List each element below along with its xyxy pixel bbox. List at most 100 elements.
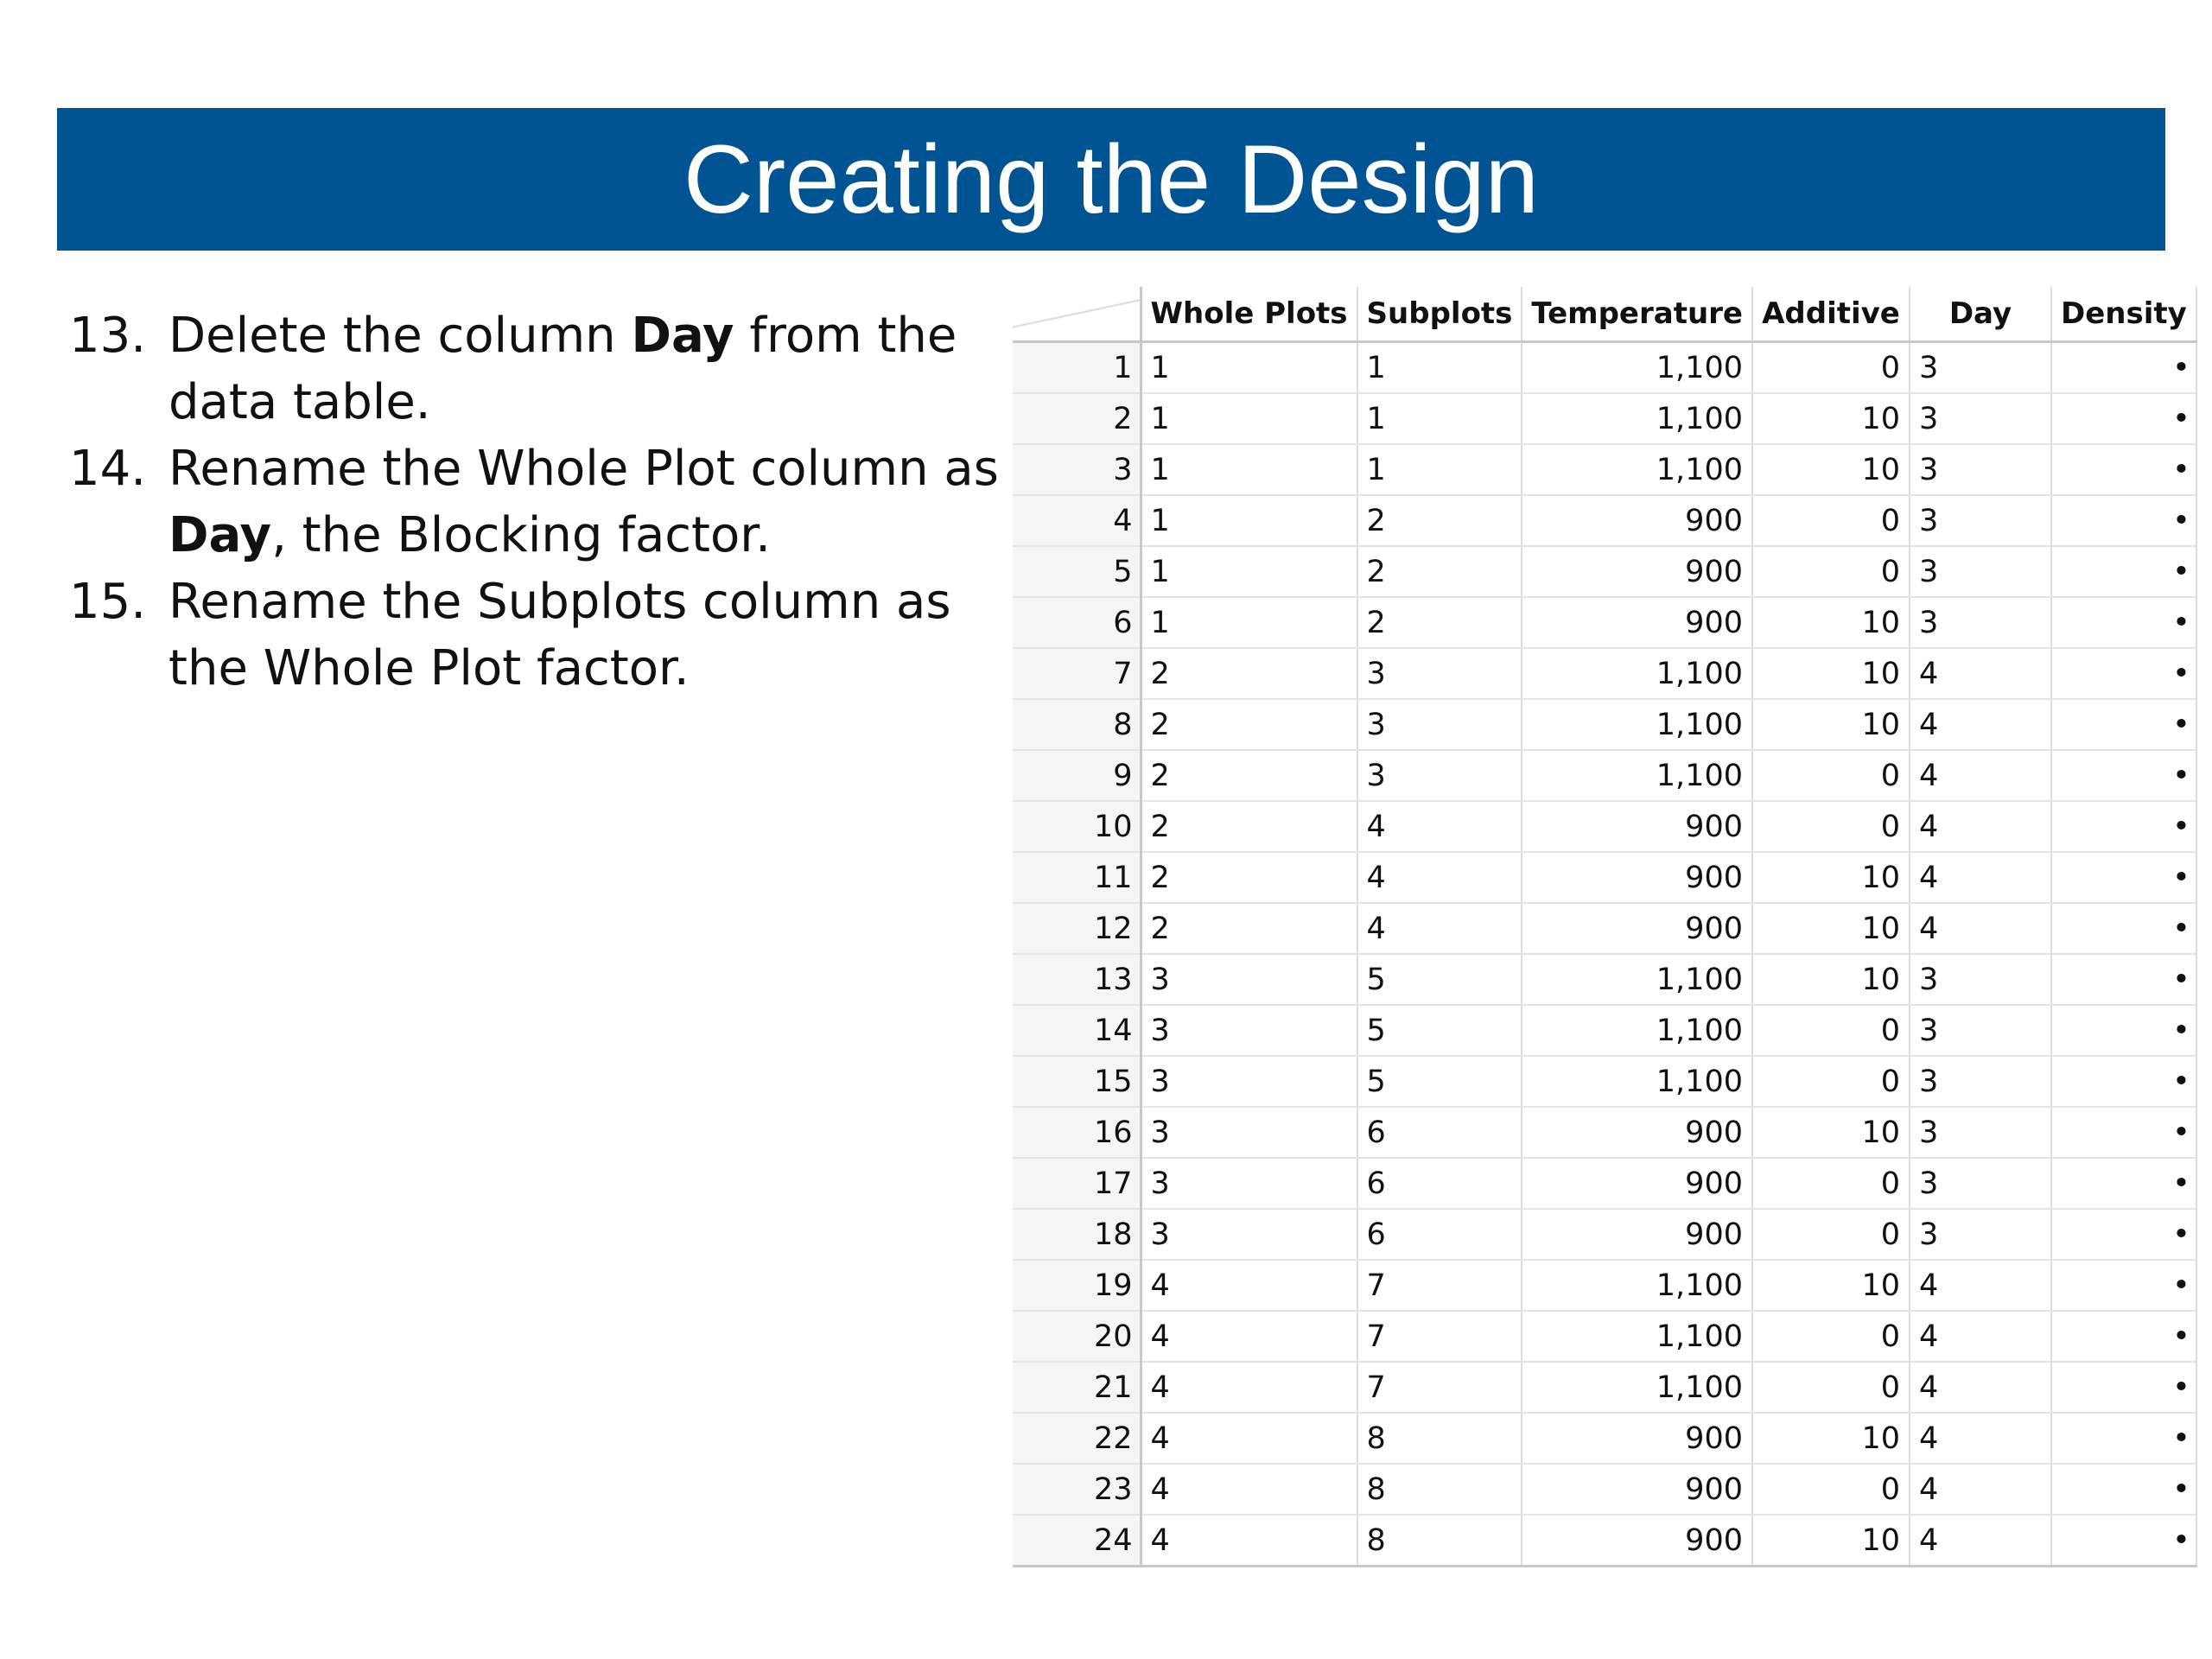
table-cell[interactable]: 1 <box>1141 444 1358 496</box>
table-row[interactable]: 19 4 7 1,100 10 4 • <box>1013 1260 2197 1312</box>
table-cell[interactable]: 5 <box>1357 954 1523 1006</box>
column-header-additive[interactable]: Additive <box>1751 287 1910 343</box>
row-number[interactable]: 6 <box>1013 597 1142 649</box>
table-cell[interactable]: 4 <box>1141 1413 1358 1465</box>
table-cell[interactable]: • <box>2050 1515 2197 1567</box>
table-row[interactable]: 1 1 1 1,100 0 3 • <box>1013 341 2197 394</box>
table-cell[interactable]: 4 <box>1141 1464 1358 1516</box>
table-cell[interactable]: 2 <box>1141 648 1358 700</box>
table-cell[interactable]: 1 <box>1141 393 1358 445</box>
table-row[interactable]: 15 3 5 1,100 0 3 • <box>1013 1056 2197 1108</box>
table-cell[interactable]: 3 <box>1141 1107 1358 1159</box>
row-number[interactable]: 15 <box>1013 1056 1142 1108</box>
table-cell[interactable]: 10 <box>1751 648 1910 700</box>
table-cell[interactable]: 1,100 <box>1522 954 1753 1006</box>
table-cell[interactable]: 1 <box>1357 444 1523 496</box>
row-number[interactable]: 18 <box>1013 1209 1142 1261</box>
row-number[interactable]: 8 <box>1013 699 1142 751</box>
table-cell[interactable]: 8 <box>1357 1413 1523 1465</box>
table-cell[interactable]: 10 <box>1751 954 1910 1006</box>
table-cell[interactable]: 10 <box>1751 444 1910 496</box>
table-cell[interactable]: • <box>2050 750 2197 802</box>
table-cell[interactable]: 4 <box>1357 801 1523 853</box>
table-cell[interactable]: • <box>2050 1107 2197 1159</box>
table-cell[interactable]: 0 <box>1751 1056 1910 1108</box>
row-number[interactable]: 11 <box>1013 852 1142 904</box>
table-cell[interactable]: 2 <box>1141 852 1358 904</box>
table-cell[interactable]: • <box>2050 1413 2197 1465</box>
table-cell[interactable]: 5 <box>1357 1005 1523 1057</box>
table-cell[interactable]: 3 <box>1909 341 2052 394</box>
table-cell[interactable]: 900 <box>1522 1464 1753 1516</box>
row-number[interactable]: 3 <box>1013 444 1142 496</box>
table-cell[interactable]: 7 <box>1357 1260 1523 1312</box>
table-cell[interactable]: 3 <box>1909 1158 2052 1210</box>
table-row[interactable]: 13 3 5 1,100 10 3 • <box>1013 954 2197 1006</box>
table-row[interactable]: 24 4 8 900 10 4 • <box>1013 1515 2197 1567</box>
table-row[interactable]: 7 2 3 1,100 10 4 • <box>1013 648 2197 700</box>
table-cell[interactable]: 8 <box>1357 1515 1523 1567</box>
table-cell[interactable]: 10 <box>1751 393 1910 445</box>
table-cell[interactable]: 4 <box>1909 1260 2052 1312</box>
table-cell[interactable]: 0 <box>1751 1311 1910 1363</box>
table-cell[interactable]: 1 <box>1141 341 1358 394</box>
table-cell[interactable]: • <box>2050 1005 2197 1057</box>
table-row[interactable]: 20 4 7 1,100 0 4 • <box>1013 1311 2197 1363</box>
table-row[interactable]: 23 4 8 900 0 4 • <box>1013 1464 2197 1516</box>
table-cell[interactable]: • <box>2050 546 2197 598</box>
table-cell[interactable]: 1 <box>1141 546 1358 598</box>
table-cell[interactable]: • <box>2050 1464 2197 1516</box>
table-cell[interactable]: • <box>2050 1362 2197 1414</box>
row-number[interactable]: 12 <box>1013 903 1142 955</box>
table-cell[interactable]: 4 <box>1909 648 2052 700</box>
table-cell[interactable]: 7 <box>1357 1362 1523 1414</box>
table-cell[interactable]: 1 <box>1141 597 1358 649</box>
table-cell[interactable]: 2 <box>1141 750 1358 802</box>
table-cell[interactable]: 1,100 <box>1522 1362 1753 1414</box>
table-cell[interactable]: 900 <box>1522 801 1753 853</box>
table-cell[interactable]: 3 <box>1357 648 1523 700</box>
table-cell[interactable]: 4 <box>1909 1362 2052 1414</box>
column-header-day[interactable]: Day <box>1909 287 2052 343</box>
table-cell[interactable]: 7 <box>1357 1311 1523 1363</box>
table-cell[interactable]: 1,100 <box>1522 750 1753 802</box>
table-cell[interactable]: 0 <box>1751 801 1910 853</box>
table-cell[interactable]: • <box>2050 954 2197 1006</box>
table-cell[interactable]: 3 <box>1141 954 1358 1006</box>
row-number[interactable]: 20 <box>1013 1311 1142 1363</box>
table-cell[interactable]: 4 <box>1909 1413 2052 1465</box>
table-cell[interactable]: 2 <box>1141 801 1358 853</box>
table-cell[interactable]: 900 <box>1522 597 1753 649</box>
row-number[interactable]: 16 <box>1013 1107 1142 1159</box>
table-cell[interactable]: 3 <box>1909 1005 2052 1057</box>
table-cell[interactable]: 1,100 <box>1522 1260 1753 1312</box>
table-cell[interactable]: • <box>2050 495 2197 547</box>
row-number[interactable]: 10 <box>1013 801 1142 853</box>
table-cell[interactable]: • <box>2050 444 2197 496</box>
table-cell[interactable]: 0 <box>1751 495 1910 547</box>
table-cell[interactable]: • <box>2050 597 2197 649</box>
table-cell[interactable]: 3 <box>1141 1158 1358 1210</box>
table-cell[interactable]: 6 <box>1357 1158 1523 1210</box>
table-cell[interactable]: • <box>2050 341 2197 394</box>
table-cell[interactable]: 3 <box>1141 1056 1358 1108</box>
table-cell[interactable]: 2 <box>1357 597 1523 649</box>
table-cell[interactable]: • <box>2050 1056 2197 1108</box>
table-cell[interactable]: 3 <box>1909 1056 2052 1108</box>
table-cell[interactable]: 1,100 <box>1522 648 1753 700</box>
table-cell[interactable]: 3 <box>1141 1005 1358 1057</box>
table-cell[interactable]: 6 <box>1357 1107 1523 1159</box>
table-cell[interactable]: 900 <box>1522 1107 1753 1159</box>
table-cell[interactable]: 1,100 <box>1522 341 1753 394</box>
table-cell[interactable]: 900 <box>1522 495 1753 547</box>
table-cell[interactable]: 1,100 <box>1522 1056 1753 1108</box>
table-cell[interactable]: • <box>2050 648 2197 700</box>
table-cell[interactable]: 3 <box>1141 1209 1358 1261</box>
table-row[interactable]: 14 3 5 1,100 0 3 • <box>1013 1005 2197 1057</box>
table-cell[interactable]: • <box>2050 393 2197 445</box>
table-cell[interactable]: 4 <box>1909 1464 2052 1516</box>
table-cell[interactable]: 4 <box>1141 1362 1358 1414</box>
table-row[interactable]: 5 1 2 900 0 3 • <box>1013 546 2197 598</box>
table-cell[interactable]: 10 <box>1751 699 1910 751</box>
table-row[interactable]: 22 4 8 900 10 4 • <box>1013 1413 2197 1465</box>
